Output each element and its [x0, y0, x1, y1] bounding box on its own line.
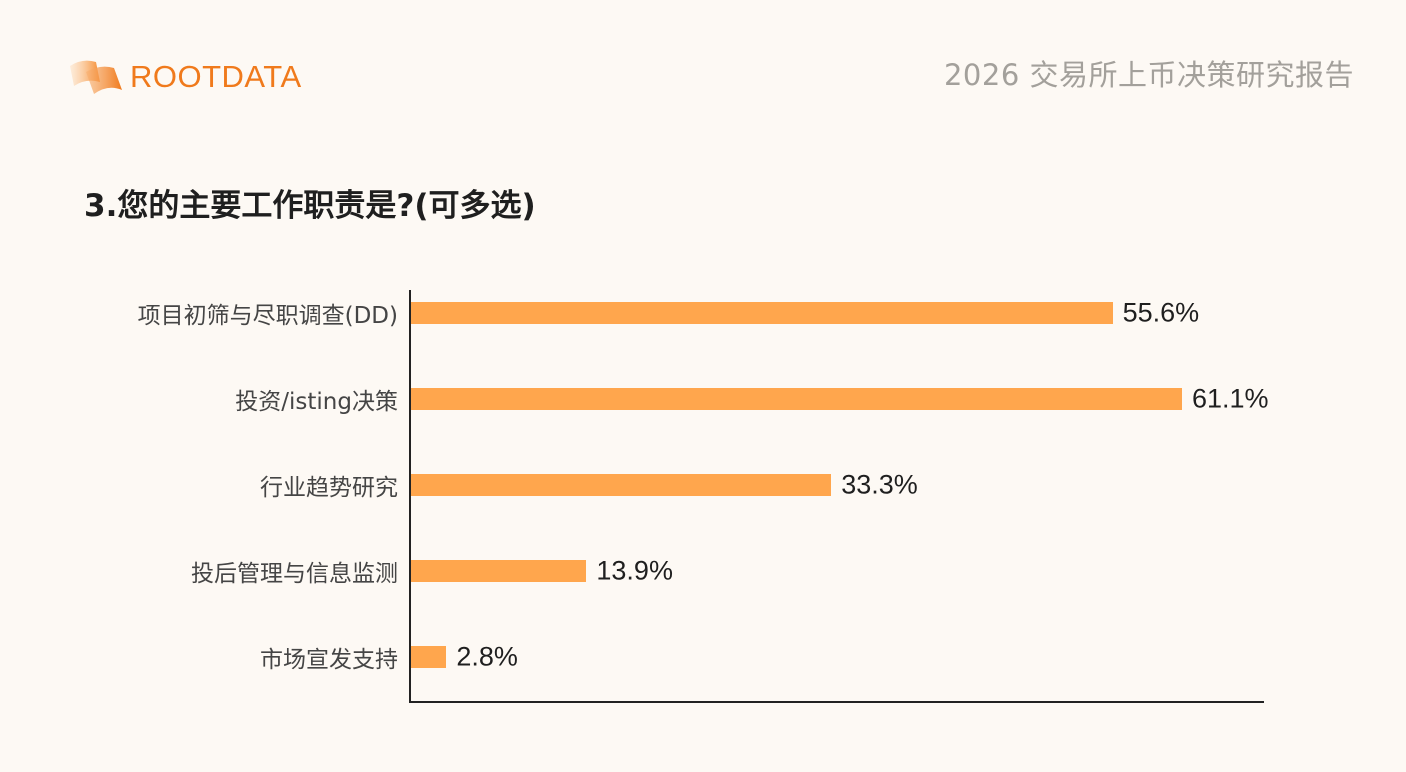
value-label: 13.9%	[596, 555, 673, 586]
bar-row: 投资/isting决策 61.1%	[0, 379, 1406, 419]
category-label: 市场宣发支持	[260, 647, 398, 673]
bar	[411, 474, 832, 496]
bar	[411, 560, 587, 582]
bar	[411, 646, 447, 668]
value-label: 33.3%	[841, 469, 918, 500]
report-title: 2026 交易所上币决策研究报告	[943, 58, 1354, 92]
category-label: 项目初筛与尽职调查(DD)	[137, 303, 398, 329]
rootdata-logo: ROOTDATA	[66, 52, 302, 100]
brand-name: ROOTDATA	[130, 58, 302, 94]
category-label: 行业趋势研究	[260, 475, 398, 501]
value-label: 2.8%	[456, 641, 518, 672]
y-axis-line	[409, 290, 411, 703]
bar-row: 项目初筛与尽职调查(DD) 55.6%	[0, 293, 1406, 333]
bar-row: 市场宣发支持 2.8%	[0, 637, 1406, 677]
flag-logo-icon	[70, 60, 122, 94]
question-title: 3.您的主要工作职责是?(可多选)	[84, 188, 536, 224]
x-axis-line	[409, 701, 1264, 703]
value-label: 61.1%	[1192, 383, 1269, 414]
category-label: 投后管理与信息监测	[191, 561, 398, 587]
bar-row: 行业趋势研究 33.3%	[0, 465, 1406, 505]
category-label: 投资/isting决策	[235, 389, 398, 415]
bar-row: 投后管理与信息监测 13.9%	[0, 551, 1406, 591]
bar	[411, 388, 1182, 410]
value-label: 55.6%	[1122, 297, 1200, 328]
bar	[411, 302, 1113, 324]
